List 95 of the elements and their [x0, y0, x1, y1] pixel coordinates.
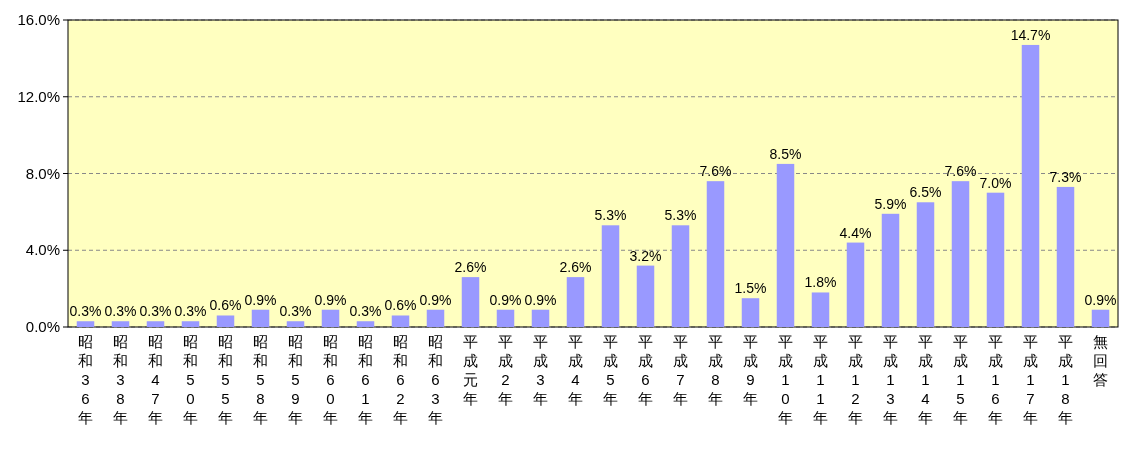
- data-label: 7.6%: [699, 163, 732, 180]
- bar: [566, 277, 585, 327]
- y-tick-label: 12.0%: [17, 87, 60, 105]
- x-tick-label: 昭和38年: [113, 333, 128, 426]
- x-tick-label: 昭和62年: [393, 333, 408, 426]
- bar: [146, 321, 165, 327]
- bar: [741, 298, 760, 327]
- bar: [356, 321, 375, 327]
- bar: [286, 321, 305, 327]
- x-tick-label: 平成4年: [568, 333, 583, 407]
- x-tick-label: 平成17年: [1023, 333, 1038, 426]
- x-tick-label: 昭和60年: [323, 333, 338, 426]
- data-label: 2.6%: [454, 259, 487, 276]
- data-label: 0.9%: [524, 291, 557, 308]
- data-label: 0.6%: [384, 297, 417, 314]
- data-label: 8.5%: [769, 145, 802, 162]
- data-label: 0.3%: [279, 303, 312, 320]
- x-tick-label: 無回答: [1093, 333, 1108, 388]
- data-label: 14.7%: [1010, 26, 1051, 43]
- data-label: 6.5%: [909, 184, 942, 201]
- bar: [1091, 309, 1110, 327]
- bar: [846, 242, 865, 327]
- data-label: 1.5%: [734, 280, 767, 297]
- bar: [111, 321, 130, 327]
- x-tick-label: 平成11年: [813, 333, 828, 426]
- bar: [461, 277, 480, 327]
- data-label: 0.3%: [69, 303, 102, 320]
- x-tick-label: 昭和63年: [428, 333, 443, 426]
- y-tick-label: 4.0%: [25, 241, 60, 259]
- x-tick-label: 平成6年: [638, 333, 653, 407]
- bar: [251, 309, 270, 327]
- data-label: 0.9%: [1084, 291, 1117, 308]
- data-label: 1.8%: [804, 274, 837, 291]
- bar: [216, 315, 235, 327]
- x-tick-label: 平成3年: [533, 333, 548, 407]
- bar: [181, 321, 200, 327]
- y-tick-label: 0.0%: [25, 318, 60, 335]
- data-label: 7.0%: [979, 174, 1012, 191]
- x-tick-label: 平成元年: [463, 333, 478, 407]
- data-label: 0.9%: [314, 291, 347, 308]
- x-tick-label: 昭和61年: [358, 333, 373, 426]
- x-tick-label: 平成9年: [743, 333, 758, 407]
- x-tick-label: 平成2年: [498, 333, 513, 407]
- x-tick-label: 平成14年: [918, 333, 933, 426]
- data-label: 0.9%: [244, 291, 277, 308]
- x-tick-label: 昭和55年: [218, 333, 233, 426]
- data-label: 0.9%: [419, 291, 452, 308]
- x-tick-label: 昭和59年: [288, 333, 303, 426]
- bar: [706, 181, 725, 327]
- bar: [1021, 44, 1040, 327]
- data-label: 4.4%: [839, 224, 872, 241]
- data-label: 5.9%: [874, 195, 907, 212]
- x-tick-label: 平成18年: [1058, 333, 1073, 426]
- data-label: 0.3%: [104, 303, 137, 320]
- bar: [776, 163, 795, 327]
- data-label: 0.3%: [349, 303, 382, 320]
- x-tick-label: 平成10年: [778, 333, 793, 426]
- bar: [881, 213, 900, 327]
- data-label: 5.3%: [664, 207, 697, 224]
- bar: [636, 265, 655, 327]
- bar: [951, 181, 970, 327]
- y-tick-label: 16.0%: [17, 11, 60, 28]
- data-label: 7.6%: [944, 163, 977, 180]
- bar: [76, 321, 95, 327]
- bar: [426, 309, 445, 327]
- bar: [391, 315, 410, 327]
- x-tick-label: 平成16年: [988, 333, 1003, 426]
- bar: [916, 202, 935, 327]
- bar: [321, 309, 340, 327]
- data-label: 0.3%: [174, 303, 207, 320]
- data-label: 2.6%: [559, 259, 592, 276]
- x-tick-label: 平成5年: [603, 333, 618, 407]
- data-label: 0.9%: [489, 291, 522, 308]
- x-tick-label: 平成8年: [708, 333, 723, 407]
- bar: [811, 292, 830, 327]
- data-label: 0.3%: [139, 303, 172, 320]
- bar: [531, 309, 550, 327]
- data-label: 3.2%: [629, 247, 662, 264]
- x-tick-label: 昭和47年: [148, 333, 163, 426]
- data-label: 7.3%: [1049, 168, 1082, 185]
- bar: [601, 225, 620, 327]
- bar: [671, 225, 690, 327]
- x-tick-label: 昭和50年: [183, 333, 198, 426]
- bar: [986, 192, 1005, 327]
- x-tick-label: 昭和58年: [253, 333, 268, 426]
- data-label: 5.3%: [594, 207, 627, 224]
- x-tick-label: 平成15年: [953, 333, 968, 426]
- bar: [1056, 186, 1075, 327]
- bar: [496, 309, 515, 327]
- x-tick-label: 平成12年: [848, 333, 863, 426]
- x-tick-label: 昭和36年: [78, 333, 93, 426]
- x-tick-label: 平成13年: [883, 333, 898, 426]
- y-tick-label: 8.0%: [25, 164, 60, 182]
- data-label: 0.6%: [209, 297, 242, 314]
- x-tick-label: 平成7年: [673, 333, 688, 407]
